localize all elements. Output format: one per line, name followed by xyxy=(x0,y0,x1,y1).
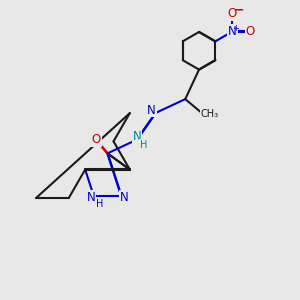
Text: N: N xyxy=(86,191,95,204)
Text: H: H xyxy=(140,140,147,150)
Text: O: O xyxy=(228,7,237,20)
Text: N: N xyxy=(147,103,156,117)
Text: O: O xyxy=(91,133,101,146)
Text: H: H xyxy=(96,199,103,209)
Text: N: N xyxy=(120,191,129,204)
Text: O: O xyxy=(246,25,255,38)
Text: +: + xyxy=(232,24,239,33)
Text: N: N xyxy=(228,25,237,38)
Text: −: − xyxy=(233,4,244,17)
Text: CH₃: CH₃ xyxy=(201,109,219,119)
Text: N: N xyxy=(133,130,141,143)
